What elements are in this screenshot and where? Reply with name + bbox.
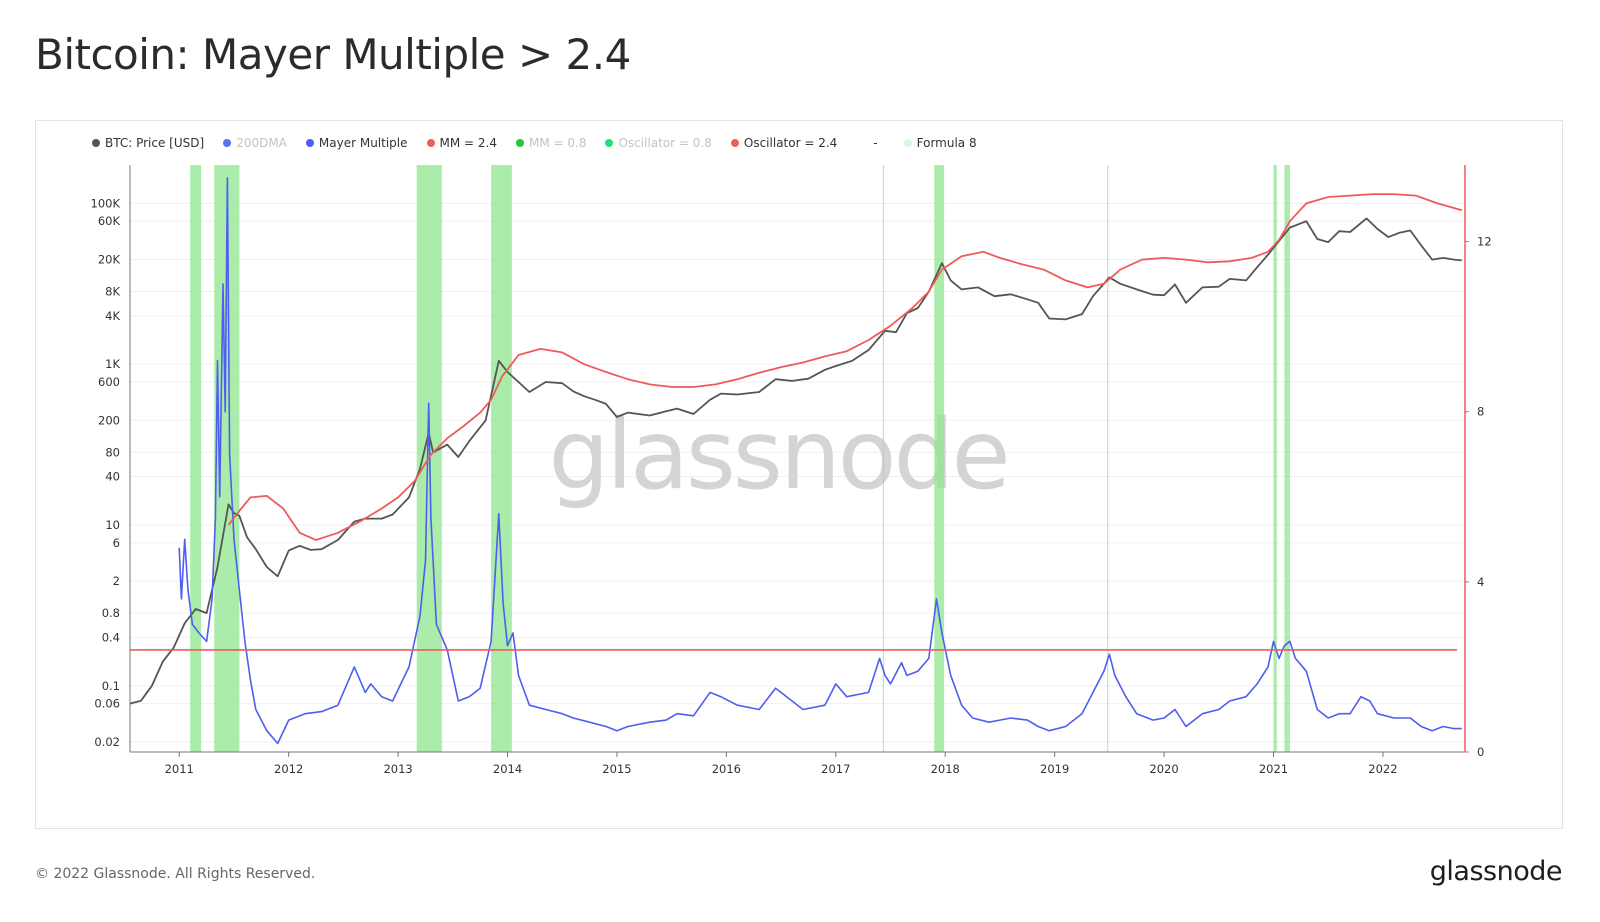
y-left-tick-label: 600	[98, 375, 120, 389]
legend-item[interactable]: MM = 2.4	[426, 136, 497, 150]
legend-label: MM = 0.8	[529, 136, 587, 150]
y-left-tick-label: 0.8	[102, 606, 120, 620]
legend-dot-icon	[516, 139, 524, 147]
legend-label: Oscillator = 2.4	[743, 136, 838, 150]
legend-item[interactable]: BTC: Price [USD]	[92, 136, 204, 150]
legend-dot-icon	[92, 139, 100, 147]
watermark: glassnode	[548, 399, 1007, 511]
legend-item[interactable]: Oscillator = 2.4	[730, 136, 838, 150]
highlight-band	[1273, 165, 1277, 752]
legend-item[interactable]: 200DMA	[223, 136, 287, 150]
x-tick-label: 2021	[1259, 762, 1288, 776]
series-line	[227, 193, 1462, 541]
x-tick-label: 2015	[602, 762, 631, 776]
legend-item[interactable]: Oscillator = 0.8	[605, 136, 712, 150]
series-line	[129, 217, 1462, 705]
x-tick-label: 2011	[165, 762, 194, 776]
legend-item[interactable]: Formula 8	[903, 136, 977, 150]
x-tick-label: 2016	[712, 762, 741, 776]
legend-label: Oscillator = 0.8	[618, 136, 712, 150]
series-line	[178, 177, 1462, 745]
legend-dot-icon	[426, 139, 435, 147]
highlight-band	[882, 165, 884, 752]
y-left-tick-label: 4K	[105, 309, 120, 323]
y-left-tick-label: 10	[105, 518, 120, 532]
y-right-tick-label: 4	[1477, 575, 1484, 589]
legend-label: BTC: Price [USD]	[105, 136, 205, 150]
copyright-footer: © 2022 Glassnode. All Rights Reserved.	[35, 866, 316, 882]
x-tick-label: 2013	[383, 762, 412, 776]
chart-card	[35, 120, 1563, 829]
y-left-tick-label: 100K	[91, 196, 121, 210]
legend-dot-icon	[305, 139, 314, 147]
y-left-tick-label: 40	[105, 470, 120, 484]
legend-separator: -	[873, 136, 878, 150]
chart-legend: BTC: Price [USD] 200DMA Mayer Multiple MM =…	[92, 134, 996, 152]
highlight-band	[491, 165, 512, 752]
legend-item[interactable]: Mayer Multiple	[305, 136, 408, 150]
x-tick-label: 2014	[493, 762, 522, 776]
highlight-band	[934, 165, 945, 752]
brand-logo: glassnode	[1429, 856, 1563, 887]
x-tick-label: 2012	[274, 762, 303, 776]
x-tick-label: 2022	[1368, 762, 1397, 776]
y-left-tick-label: 80	[105, 445, 120, 459]
x-tick-label: 2020	[1149, 762, 1178, 776]
axes: 100K60K20K8K4K1K600200804010620.80.40.10…	[91, 165, 1492, 776]
x-tick-label: 2018	[931, 762, 960, 776]
y-left-tick-label: 8K	[105, 285, 120, 299]
y-right-tick-label: 8	[1477, 405, 1484, 419]
x-tick-label: 2017	[821, 762, 850, 776]
highlight-band	[1107, 165, 1109, 752]
page-title: Bitcoin: Mayer Multiple > 2.4	[35, 30, 631, 79]
y-left-tick-label: 1K	[105, 357, 120, 371]
y-left-tick-label: 6	[113, 536, 120, 550]
y-left-tick-label: 200	[98, 413, 120, 427]
legend-dot-icon	[903, 139, 912, 147]
legend-dot-icon	[730, 139, 739, 147]
y-left-tick-label: 0.1	[102, 679, 120, 693]
x-tick-label: 2019	[1040, 762, 1069, 776]
y-left-tick-label: 0.4	[102, 630, 120, 644]
legend-label: 200DMA	[236, 136, 287, 150]
legend-dot-icon	[223, 139, 232, 147]
legend-dot-icon	[605, 139, 614, 147]
legend-label: Formula 8	[916, 136, 977, 150]
series-lines	[129, 177, 1462, 745]
y-left-tick-label: 0.06	[94, 697, 120, 711]
legend-label: Mayer Multiple	[318, 136, 408, 150]
y-left-tick-label: 0.02	[94, 735, 120, 749]
y-left-tick-label: 60K	[98, 214, 121, 228]
y-right-tick-label: 12	[1477, 235, 1492, 249]
y-right-tick-label: 0	[1477, 745, 1484, 759]
y-left-tick-label: 20K	[98, 253, 121, 267]
legend-label: MM = 2.4	[439, 136, 497, 150]
legend-item[interactable]: MM = 0.8	[516, 136, 586, 150]
highlight-band	[1284, 165, 1290, 752]
y-left-tick-label: 2	[113, 574, 120, 588]
highlight-band	[190, 165, 202, 752]
grid-lines	[130, 202, 1465, 743]
